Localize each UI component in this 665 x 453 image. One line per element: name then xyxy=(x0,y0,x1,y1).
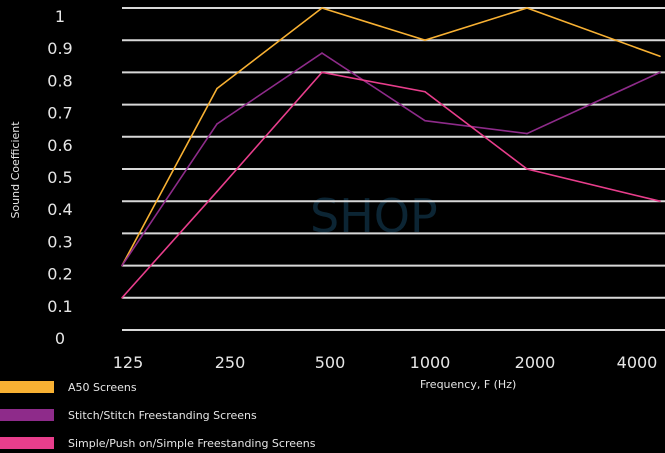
x-tick-label: 1000 xyxy=(410,353,451,372)
y-axis-label: Sound Coefficient xyxy=(9,121,22,219)
data-point xyxy=(659,55,661,58)
x-tick-label: 250 xyxy=(215,353,246,372)
y-tick-label: 0.8 xyxy=(47,71,72,90)
y-tick-label: 0.6 xyxy=(47,136,72,155)
x-tick-label: 4000 xyxy=(617,353,658,372)
x-tick-label: 125 xyxy=(113,353,144,372)
legend-label: Stitch/Stitch Freestanding Screens xyxy=(68,409,257,422)
x-tick-label: 2000 xyxy=(515,353,556,372)
series-line-0 xyxy=(121,7,661,266)
y-tick-label: 0.2 xyxy=(47,265,72,284)
data-point xyxy=(216,123,218,125)
data-point xyxy=(424,39,426,41)
data-point xyxy=(526,168,528,170)
legend-swatch xyxy=(0,381,54,393)
series-line-2 xyxy=(121,71,661,299)
x-tick-label: 500 xyxy=(315,353,346,372)
data-point xyxy=(121,264,123,267)
y-tick-label: 0.3 xyxy=(47,232,72,251)
y-tick-label: 0 xyxy=(55,329,65,348)
data-point xyxy=(321,7,323,9)
y-tick-label: 0.1 xyxy=(47,297,72,316)
y-tick-label: 0.9 xyxy=(47,39,72,58)
legend-swatch xyxy=(0,409,54,421)
legend-label: A50 Screens xyxy=(68,381,137,394)
y-tick-label: 0.5 xyxy=(47,168,72,187)
series-line-1 xyxy=(121,52,661,267)
data-point xyxy=(526,7,528,9)
data-point xyxy=(526,132,528,135)
legend-swatch xyxy=(0,437,54,449)
data-point xyxy=(321,71,323,74)
data-point xyxy=(659,200,661,202)
y-tick-label: 1 xyxy=(55,7,65,26)
legend-label: Simple/Push on/Simple Freestanding Scree… xyxy=(68,437,316,450)
watermark: SHOP xyxy=(310,189,438,243)
data-point xyxy=(216,190,218,193)
data-point xyxy=(424,119,426,122)
data-point xyxy=(659,71,661,74)
data-point xyxy=(216,87,218,90)
y-tick-label: 0.4 xyxy=(47,200,72,219)
data-point xyxy=(321,52,323,54)
data-point xyxy=(424,90,426,93)
y-tick-label: 0.7 xyxy=(47,104,72,123)
x-axis-label: Frequency, F (Hz) xyxy=(420,378,516,391)
data-point xyxy=(121,297,123,299)
